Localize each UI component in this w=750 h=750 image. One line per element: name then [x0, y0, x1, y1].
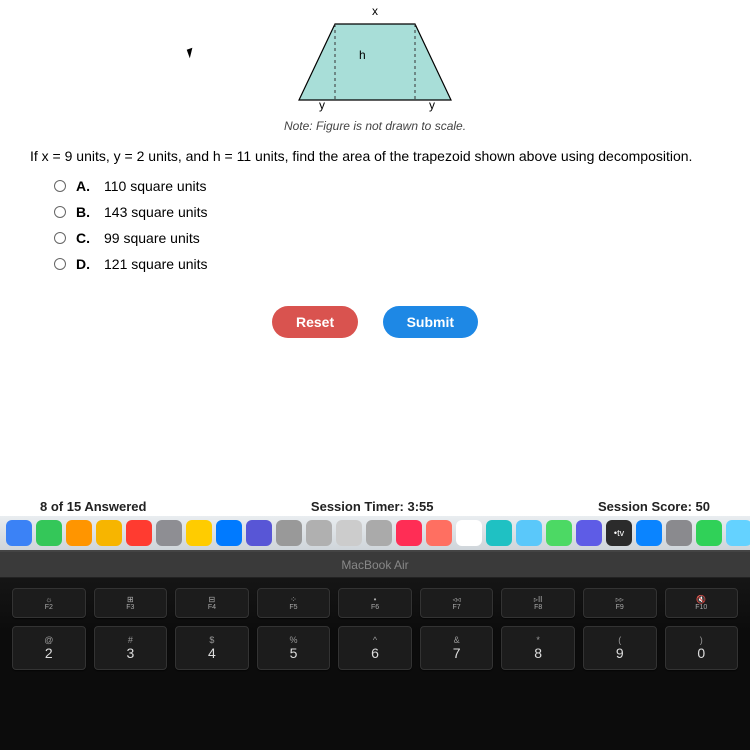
- function-key: •F6: [338, 588, 412, 618]
- figure-note: Note: Figure is not drawn to scale.: [30, 119, 720, 133]
- number-key: $4: [175, 626, 249, 670]
- dock-app-icon[interactable]: [456, 520, 482, 546]
- radio-icon[interactable]: [54, 180, 66, 192]
- choice-a[interactable]: A. 110 square units: [54, 178, 720, 194]
- function-key: ◃◃F7: [420, 588, 494, 618]
- dock-app-icon[interactable]: [486, 520, 512, 546]
- dock-app-icon[interactable]: •tv: [606, 520, 632, 546]
- label-h: h: [359, 48, 366, 62]
- function-key: ⁘F5: [257, 588, 331, 618]
- dock-app-icon[interactable]: [246, 520, 272, 546]
- function-key: ▹▹F9: [583, 588, 657, 618]
- dock-app-icon[interactable]: [36, 520, 62, 546]
- session-score: Session Score: 50: [598, 499, 710, 514]
- number-key: @2: [12, 626, 86, 670]
- choice-b[interactable]: B. 143 square units: [54, 204, 720, 220]
- number-key-row: @2#3$4%5^6&7*8(9)0: [12, 626, 738, 670]
- question-text: If x = 9 units, y = 2 units, and h = 11 …: [30, 148, 720, 164]
- dock-app-icon[interactable]: [186, 520, 212, 546]
- dock-app-icon[interactable]: [126, 520, 152, 546]
- choice-letter: D.: [76, 256, 104, 272]
- function-key: ▹IIF8: [501, 588, 575, 618]
- function-key-row: ☼F2 ⊞F3⊟F4 ⁘F5•F6 ◃◃F7▹IIF8 ▹▹F9 🔇F10: [12, 588, 738, 618]
- button-row: Reset Submit: [30, 306, 720, 338]
- number-key: )0: [665, 626, 739, 670]
- number-key: ^6: [338, 626, 412, 670]
- choice-letter: C.: [76, 230, 104, 246]
- function-key: ⊞F3: [94, 588, 168, 618]
- choice-d[interactable]: D. 121 square units: [54, 256, 720, 272]
- macos-dock[interactable]: •tv: [0, 516, 750, 550]
- choice-c[interactable]: C. 99 square units: [54, 230, 720, 246]
- dock-app-icon[interactable]: [66, 520, 92, 546]
- dock-app-icon[interactable]: [516, 520, 542, 546]
- choice-text: 143 square units: [104, 204, 208, 220]
- dock-app-icon[interactable]: [336, 520, 362, 546]
- quiz-screen: x h y y Note: Figure is not drawn to sca…: [0, 0, 750, 550]
- dock-app-icon[interactable]: [396, 520, 422, 546]
- dock-app-icon[interactable]: [426, 520, 452, 546]
- function-key: ⊟F4: [175, 588, 249, 618]
- laptop-body: MacBook Air ☼F2 ⊞F3⊟F4 ⁘F5•F6 ◃◃F7▹IIF8 ▹▹F9…: [0, 550, 750, 750]
- label-y-left: y: [319, 98, 325, 112]
- dock-app-icon[interactable]: [96, 520, 122, 546]
- dock-app-icon[interactable]: [156, 520, 182, 546]
- dock-app-icon[interactable]: [6, 520, 32, 546]
- dock-app-icon[interactable]: [636, 520, 662, 546]
- dock-app-icon[interactable]: [546, 520, 572, 546]
- dock-app-icon[interactable]: [216, 520, 242, 546]
- dock-app-icon[interactable]: [696, 520, 722, 546]
- choice-text: 110 square units: [104, 178, 206, 194]
- radio-icon[interactable]: [54, 206, 66, 218]
- function-key: 🔇F10: [665, 588, 739, 618]
- dock-app-icon[interactable]: [666, 520, 692, 546]
- dock-app-icon[interactable]: [726, 520, 750, 546]
- number-key: &7: [420, 626, 494, 670]
- dock-app-icon[interactable]: [576, 520, 602, 546]
- label-x: x: [372, 4, 378, 18]
- dock-app-icon[interactable]: [276, 520, 302, 546]
- choice-text: 121 square units: [104, 256, 208, 272]
- submit-button[interactable]: Submit: [383, 306, 478, 338]
- trapezoid-figure: x h y y: [285, 10, 465, 110]
- session-timer: Session Timer: 3:55: [311, 499, 434, 514]
- choice-letter: A.: [76, 178, 104, 194]
- laptop-model-label: MacBook Air: [0, 552, 750, 578]
- function-key: ☼F2: [12, 588, 86, 618]
- status-bar: 8 of 15 Answered Session Timer: 3:55 Ses…: [0, 499, 750, 514]
- keyboard: ☼F2 ⊞F3⊟F4 ⁘F5•F6 ◃◃F7▹IIF8 ▹▹F9 🔇F10 @2#3$4%…: [0, 578, 750, 688]
- dock-app-icon[interactable]: [366, 520, 392, 546]
- dock-app-icon[interactable]: [306, 520, 332, 546]
- number-key: (9: [583, 626, 657, 670]
- number-key: *8: [501, 626, 575, 670]
- answer-choices: A. 110 square units B. 143 square units …: [30, 178, 720, 272]
- figure-area: x h y y Note: Figure is not drawn to sca…: [30, 10, 720, 133]
- label-y-right: y: [429, 98, 435, 112]
- choice-letter: B.: [76, 204, 104, 220]
- radio-icon[interactable]: [54, 258, 66, 270]
- progress-text: 8 of 15 Answered: [40, 499, 146, 514]
- choice-text: 99 square units: [104, 230, 200, 246]
- reset-button[interactable]: Reset: [272, 306, 358, 338]
- radio-icon[interactable]: [54, 232, 66, 244]
- trapezoid-svg: [295, 20, 455, 104]
- number-key: %5: [257, 626, 331, 670]
- number-key: #3: [94, 626, 168, 670]
